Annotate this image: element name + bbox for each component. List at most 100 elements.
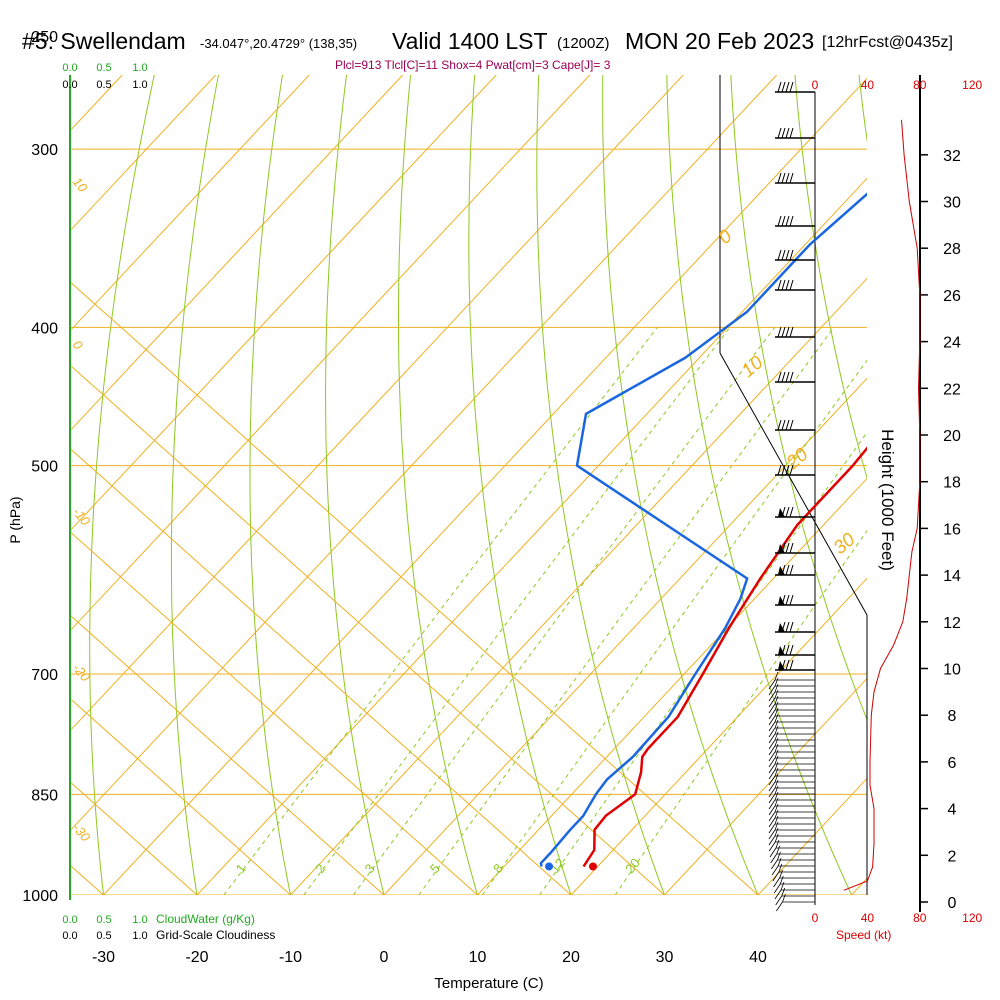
barb-feather (781, 564, 786, 576)
temperature-tick-label: 40 (749, 949, 767, 966)
height-tick-label: 22 (943, 381, 961, 398)
barb-feather (789, 659, 794, 671)
cloudiness-tick-bottom: 0.5 (96, 930, 111, 942)
station-coords: -34.047°,20.4729° (138,35) (200, 36, 358, 51)
barb-feather (771, 865, 779, 876)
wind-barb (776, 893, 815, 912)
adiabat-line (70, 697, 291, 895)
wind-barb (768, 737, 815, 756)
cloudiness-tick-top: 1.0 (132, 79, 147, 91)
temperature-tick-label: 20 (562, 949, 580, 966)
dry-adiabat-line (468, 75, 572, 895)
barb-feather (768, 685, 776, 696)
barb-feather (781, 644, 786, 656)
speed-axis-label: Speed (kt) (836, 928, 891, 942)
barb-feather (775, 895, 783, 906)
wind-barb (768, 827, 815, 846)
mixing-ratio-line (481, 359, 867, 895)
wind-barb (768, 713, 815, 732)
barb-feather (780, 881, 785, 891)
barb-feather (768, 841, 776, 852)
wind-barb (774, 881, 815, 900)
barb-feather (779, 875, 784, 885)
isotherm-line (383, 377, 867, 895)
stability-indices: Plcl=913 Tlcl[C]=11 Shox=4 Pwat[cm]=3 Ca… (335, 58, 611, 72)
wind-barb (768, 761, 815, 780)
barb-feather (774, 713, 779, 723)
mixing-ratio-label: 5 (427, 861, 443, 876)
barb-feather (777, 464, 782, 476)
barb-feather (785, 81, 790, 93)
wind-barb (768, 797, 815, 816)
height-tick-label: 16 (943, 521, 961, 538)
wind-barb (768, 767, 815, 786)
barb-feather (775, 839, 780, 849)
cloud-water-tick-bottom: 1.0 (132, 914, 147, 926)
isotherm-line (477, 477, 867, 895)
barb-feather (785, 564, 790, 576)
mixing-ratio-line (418, 327, 835, 895)
barb-feather (768, 745, 776, 756)
mixing-ratio-label: 8 (490, 861, 506, 876)
barb-feather (774, 755, 779, 765)
pressure-tick-label: 850 (31, 787, 58, 804)
barb-feather (785, 279, 790, 291)
height-tick-label: 28 (943, 241, 961, 258)
wind-barb (768, 779, 815, 798)
temperature-tick-label: -10 (279, 949, 302, 966)
barb-feather (768, 679, 776, 690)
barb-feather (768, 709, 776, 720)
mixing-ratio-label: 3 (362, 861, 378, 876)
barb-feather (789, 506, 794, 518)
height-tick-label: 26 (943, 288, 961, 305)
isotherm-label: 0 (70, 337, 87, 353)
wind-barb (775, 564, 815, 576)
wind-barb (775, 215, 815, 227)
barb-feather (768, 715, 776, 726)
barb-feather (774, 821, 779, 831)
barb-feather (768, 751, 776, 762)
barb-feather (772, 871, 780, 882)
barb-feather (781, 594, 786, 606)
cloud-water-tick-bottom: 0.0 (62, 914, 77, 926)
cloudiness-tick-bottom: 0.0 (62, 930, 77, 942)
barb-feather (777, 215, 782, 227)
height-axis-label: Height (1000 Feet) (878, 429, 897, 571)
isotherm-line (103, 77, 867, 895)
barb-feather (781, 542, 786, 554)
barb-feather (768, 775, 776, 786)
barb-feather (768, 763, 776, 774)
wind-barb (772, 863, 815, 882)
isotherm-label: -10 (70, 504, 94, 529)
barb-feather (768, 733, 776, 744)
barb-feather (773, 883, 781, 894)
isotherm-line (70, 75, 684, 732)
isotherm-label: -30 (70, 820, 94, 845)
mixing-ratio-line (352, 327, 776, 895)
barb-feather (782, 893, 786, 903)
wind-barb (768, 785, 815, 804)
wind-barb (768, 695, 815, 714)
barb-feather (789, 249, 794, 261)
adiabat-line (70, 781, 198, 895)
barb-feather (781, 621, 786, 633)
chart-grid (70, 75, 867, 895)
wind-barb (768, 725, 815, 744)
temperature-tick-label: 30 (656, 949, 674, 966)
isotherm-line (570, 577, 867, 895)
barb-feather (768, 697, 776, 708)
barb-feather (781, 81, 786, 93)
wind-barb (775, 644, 815, 656)
cloud-water-label: CloudWater (g/Kg) (156, 912, 255, 926)
wind-barb (775, 659, 815, 671)
barb-feather (785, 506, 790, 518)
cloudiness-tick-top: 0.0 (62, 79, 77, 91)
barb-feather (777, 371, 782, 383)
pressure-tick-label: 500 (31, 459, 58, 476)
wind-barb (775, 172, 815, 184)
wind-barb (768, 671, 815, 690)
height-tick-label: 2 (948, 848, 957, 865)
pressure-tick-label: 1000 (22, 888, 58, 905)
barb-feather (768, 793, 776, 804)
temperature-tick-label: -20 (185, 949, 208, 966)
